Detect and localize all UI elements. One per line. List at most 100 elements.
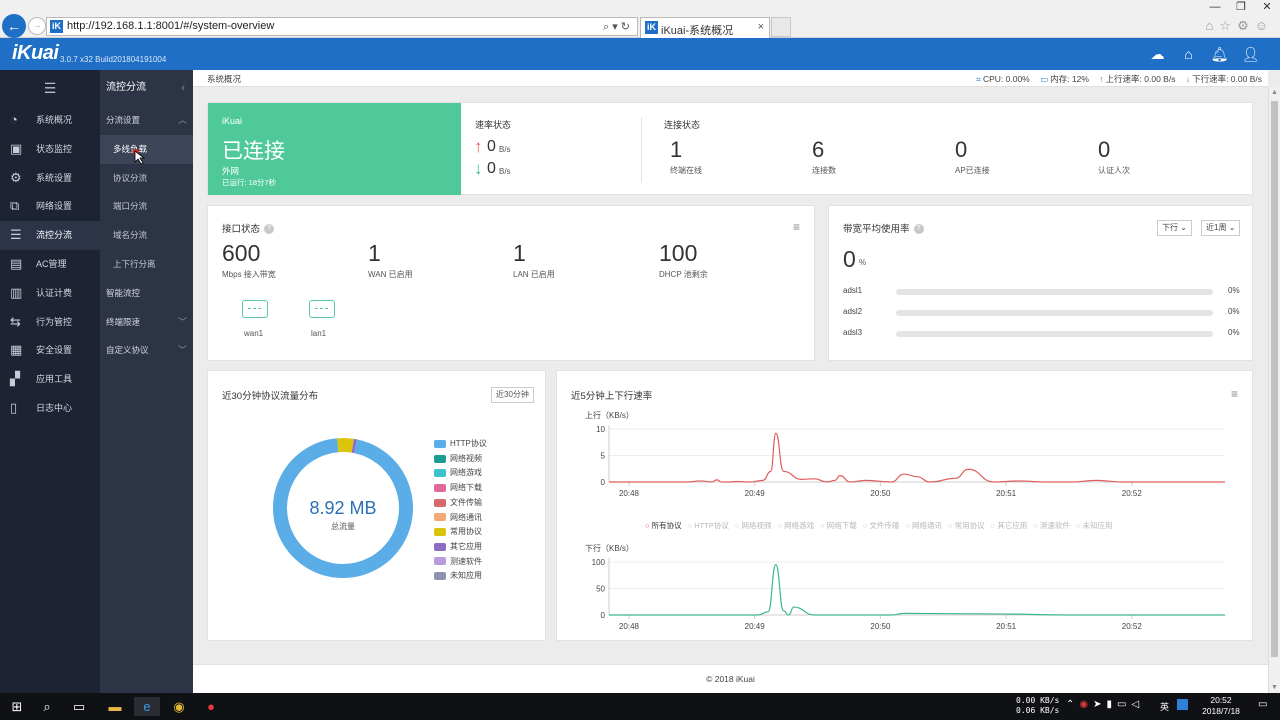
submenu-group-routing[interactable]: 分流设置 ︿ <box>100 106 193 135</box>
home-icon[interactable]: ⌂ <box>1205 18 1220 33</box>
legend-item[interactable]: 文件传输 <box>434 497 482 509</box>
new-tab-button[interactable] <box>771 17 791 37</box>
back-button[interactable]: ← <box>2 14 26 38</box>
legend-item[interactable]: 网络下载 <box>434 482 482 494</box>
sidebar-item-1[interactable]: ▣ 状态监控 <box>0 135 100 164</box>
user-icon[interactable]: 👤︎ <box>1241 46 1260 62</box>
cloud-icon[interactable]: ☁ <box>1150 46 1165 62</box>
rate-legend-item[interactable]: ○ HTTP协议 <box>688 521 729 530</box>
rate-legend-item[interactable]: ○ 所有协议 <box>645 521 682 530</box>
submenu-item-protocol[interactable]: 协议分流 <box>113 172 148 183</box>
scroll-up-icon[interactable]: ▲ <box>1271 89 1278 96</box>
favorites-icon[interactable]: ☆ <box>1219 18 1238 33</box>
battery-icon[interactable]: ▮ <box>1106 699 1118 710</box>
legend-item[interactable]: 未知应用 <box>434 570 482 582</box>
forward-button[interactable]: → <box>28 17 46 35</box>
submenu-item-updown[interactable]: 上下行分离 <box>113 258 156 269</box>
home-icon[interactable]: ⌂ <box>1184 46 1193 62</box>
rate-legend-item[interactable]: ○ 未知应用 <box>1076 521 1113 530</box>
windows-start-icon[interactable]: ⊞ <box>11 699 23 714</box>
url-text[interactable]: http://192.168.1.1:8001/#/system-overvie… <box>67 20 275 32</box>
submenu-item-port[interactable]: 端口分流 <box>113 201 148 212</box>
sidebar-item-3[interactable]: ⧉ 网络设置 <box>0 192 100 221</box>
tray-send-icon[interactable]: ➤ <box>1093 699 1107 710</box>
scrollbar[interactable]: ▲ ▼ <box>1268 87 1280 693</box>
ie-browser-icon[interactable]: e <box>134 697 160 716</box>
direction-select[interactable]: 下行 ⌄ <box>1157 220 1192 236</box>
record-icon[interactable]: ● <box>207 699 215 714</box>
rate-legend-item[interactable]: ○ 其它应用 <box>991 521 1028 530</box>
rate-legend-item[interactable]: ○ 常用协议 <box>948 521 985 530</box>
rate-legend-item[interactable]: ○ 网络下载 <box>820 521 857 530</box>
legend-item[interactable]: 常用协议 <box>434 526 482 538</box>
settings-icon[interactable]: ⚙ <box>1237 18 1255 33</box>
address-tools[interactable]: ⌕▾↻ <box>603 21 633 33</box>
sidebar-item-9[interactable]: ▞ 应用工具 <box>0 365 100 394</box>
sidebar-item-2[interactable]: ⚙ 系统设置 <box>0 164 100 193</box>
submenu-group-smart[interactable]: 智能流控 <box>100 279 193 308</box>
scrollbar-thumb[interactable] <box>1271 101 1278 657</box>
donut-slice[interactable] <box>337 438 354 453</box>
app-tray-icon[interactable] <box>1177 699 1188 710</box>
restore-icon[interactable]: ❐ <box>1236 1 1246 13</box>
file-explorer-icon[interactable]: ▬ <box>108 699 122 714</box>
tray-record-icon[interactable]: ◉ <box>1079 699 1094 710</box>
submenu-group-custom[interactable]: 自定义协议 ﹀ <box>100 336 193 365</box>
notification-icon[interactable]: ▭ <box>1258 699 1268 710</box>
sidebar-item-0[interactable]: ◔ 系统概况 <box>0 106 100 135</box>
rate-legend-item[interactable]: ○ 测速软件 <box>1033 521 1070 530</box>
rate-legend-item[interactable]: ○ 文件传输 <box>863 521 900 530</box>
rate-legend-item[interactable]: ○ 网络通讯 <box>905 521 942 530</box>
bell-icon[interactable]: 🔔︎ <box>1210 46 1229 62</box>
submenu-header[interactable]: 流控分流 ‹ <box>100 70 193 106</box>
scroll-down-icon[interactable]: ▼ <box>1271 684 1278 691</box>
rate-legend-item[interactable]: ○ 网络游戏 <box>777 521 814 530</box>
total-traffic-value: 8.92 MB <box>309 498 377 518</box>
collapse-menu-icon[interactable]: ☰ <box>43 80 57 96</box>
upload-rate: 上行速率: 0.00 B/s <box>1105 74 1176 84</box>
menu-lines-icon[interactable]: ≡ <box>792 220 800 234</box>
help-icon[interactable]: ? <box>913 224 924 235</box>
submenu-item-domain[interactable]: 域名分流 <box>113 230 148 241</box>
address-bar[interactable]: iK http://192.168.1.1:8001/#/system-over… <box>46 17 638 36</box>
search-icon[interactable]: ⌕ <box>43 699 51 714</box>
submenu-group-limit[interactable]: 终端限速 ﹀ <box>100 308 193 337</box>
chrome-icon[interactable]: ◉ <box>173 699 185 714</box>
sidebar-item-5[interactable]: ▤ AC管理 <box>0 250 100 279</box>
legend-item[interactable]: 网络视频 <box>434 453 482 465</box>
sidebar-item-4[interactable]: ☰ 流控分流 <box>0 221 100 250</box>
sidebar-item-10[interactable]: ▯ 日志中心 <box>0 394 100 423</box>
usage-bar <box>896 289 1213 295</box>
chevron-left-icon[interactable]: ‹ <box>181 82 185 94</box>
close-tab-icon[interactable]: × <box>757 21 764 33</box>
ime-indicator[interactable]: 英 <box>1160 702 1170 712</box>
clock[interactable]: 20:52 2018/7/18 <box>1196 695 1246 717</box>
legend-dot-icon: ○ <box>905 521 912 530</box>
ethernet-port-icon[interactable] <box>240 298 270 322</box>
sidebar-item-7[interactable]: ⇆ 行为管控 <box>0 308 100 337</box>
legend-item[interactable]: HTTP协议 <box>434 438 487 450</box>
legend-item[interactable]: 测速软件 <box>434 556 482 568</box>
period-button[interactable]: 近30分钟 <box>491 387 534 403</box>
donut-slice[interactable] <box>273 438 413 578</box>
minimize-icon[interactable]: — <box>1209 1 1221 13</box>
rate-legend-item[interactable]: ○ 网络视频 <box>735 521 772 530</box>
menu-lines-icon[interactable]: ≡ <box>1230 387 1238 401</box>
ethernet-port-icon[interactable] <box>307 298 337 322</box>
close-window-icon[interactable]: ✕ <box>1262 1 1272 13</box>
smiley-icon[interactable]: ☺ <box>1254 18 1274 33</box>
task-view-icon[interactable]: ▭ <box>72 699 86 714</box>
period-select[interactable]: 近1周 ⌄ <box>1201 220 1241 236</box>
volume-icon[interactable]: ◁ <box>1131 699 1145 710</box>
tray-chevron-icon[interactable]: ⌃ <box>1066 699 1080 710</box>
sidebar-item-8[interactable]: ▦ 安全设置 <box>0 336 100 365</box>
browser-tab[interactable]: iK iKuai-系统概况 × <box>640 17 770 38</box>
legend-item[interactable]: 网络通讯 <box>434 512 482 524</box>
help-icon[interactable]: ? <box>264 224 275 235</box>
network-icon[interactable]: ▭ <box>1117 699 1132 710</box>
legend-item[interactable]: 网络游戏 <box>434 467 482 479</box>
sidebar-item-6[interactable]: ▥ 认证计费 <box>0 279 100 308</box>
legend-item[interactable]: 其它应用 <box>434 541 482 553</box>
submenu-item-multiline[interactable]: 多线负载 <box>100 134 193 164</box>
behavior-icon: ⇆ <box>10 313 21 329</box>
